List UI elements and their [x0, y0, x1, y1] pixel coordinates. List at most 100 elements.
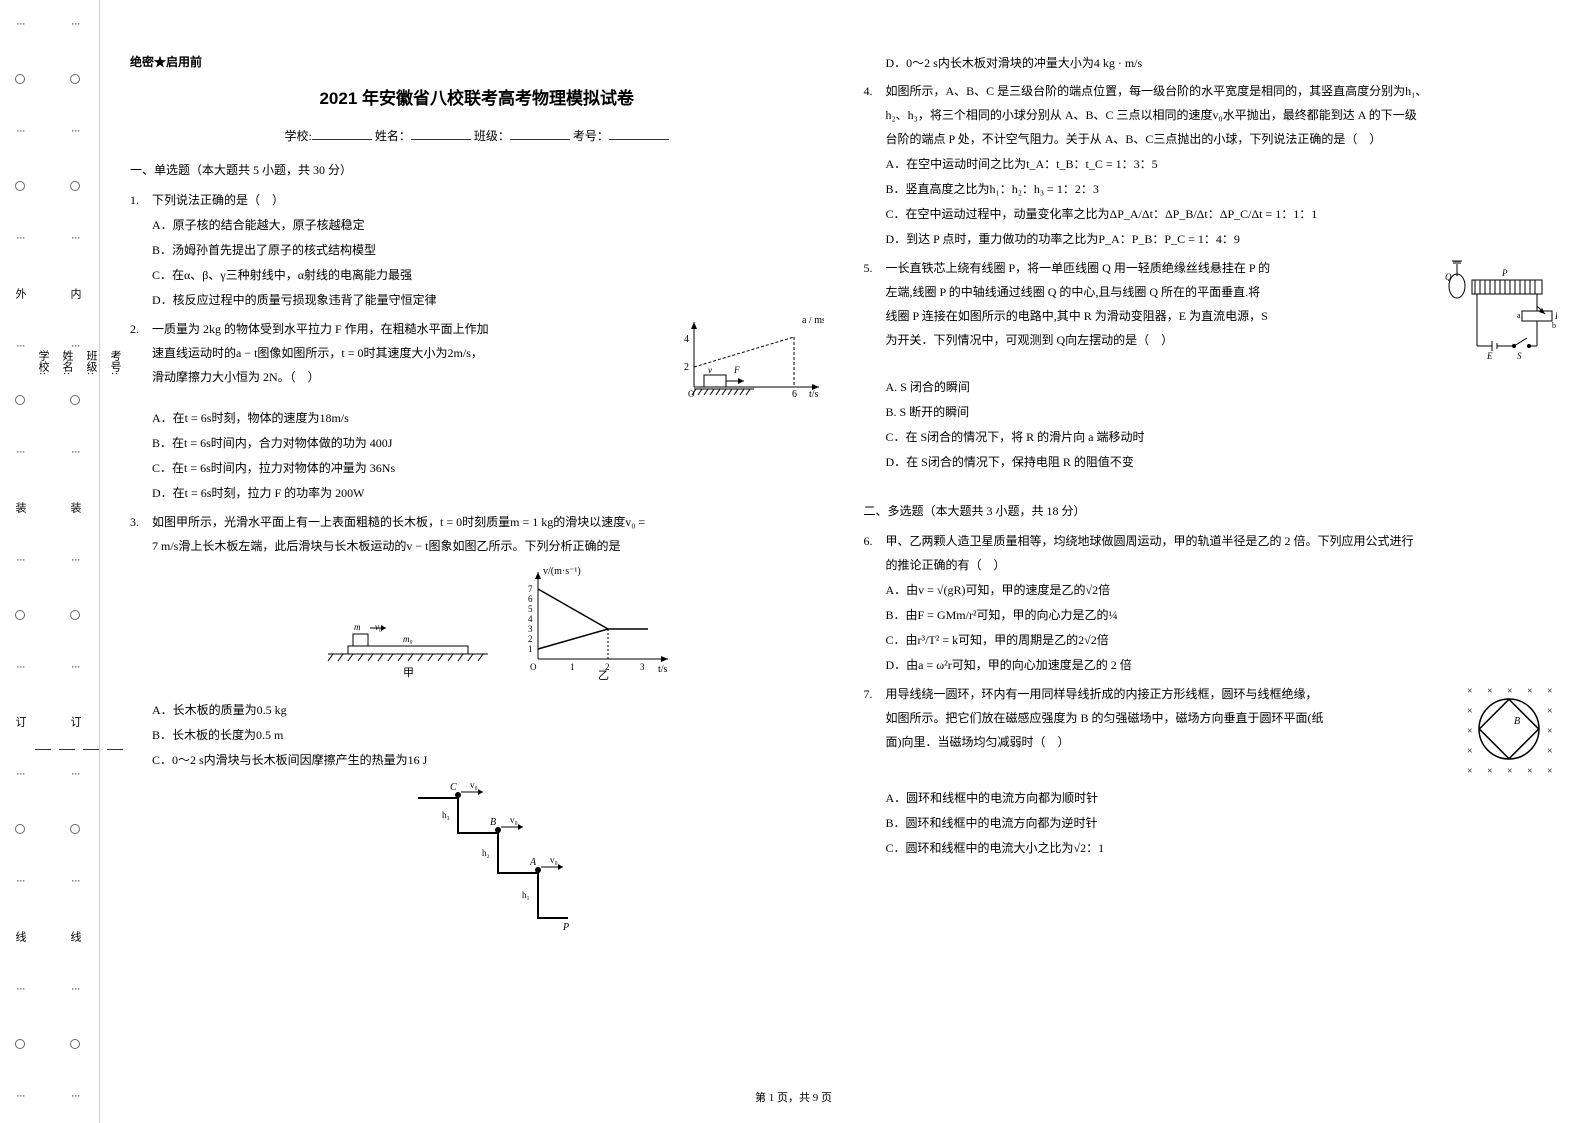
question-1: 1. 下列说法正确的是（ ） A．原子核的结合能越大，原子核越稳定 B．汤姆孙首…: [130, 188, 824, 313]
q3-stem1: 如图甲所示，光滑水平面上有一上表面粗糙的长木板，t = 0时刻质量m = 1 k…: [152, 510, 824, 534]
svg-text:B: B: [490, 817, 496, 828]
q3-opt-b: B．长木板的长度为0.5 m: [152, 723, 824, 747]
svg-text:×: ×: [1467, 686, 1473, 697]
paper-title: 2021 年安徽省八校联考高考物理模拟试卷: [130, 82, 824, 116]
svg-text:×: ×: [1467, 726, 1473, 737]
svg-text:h₁: h₁: [522, 890, 530, 900]
svg-text:v: v: [708, 365, 712, 375]
binding-label-outer-1: 装: [12, 502, 28, 513]
q7-opt-b: B．圆环和线框中的电流方向都为逆时针: [886, 811, 1558, 835]
q4-stem3: 台阶的端点 P 处，不计空气阻力。关于从 A、B、C三点抛出的小球，下列说法正确…: [886, 127, 1558, 151]
svg-text:C: C: [450, 782, 457, 793]
svg-text:3: 3: [640, 662, 645, 672]
q2-opt-d: D．在t = 6s时刻，拉力 F 的功率为 200W: [152, 481, 824, 505]
q5-opt-c: C．在 S闭合的情况下，将 R 的滑片向 a 端移动时: [886, 425, 1558, 449]
q7-opt-a: A．圆环和线框中的电流方向都为顺时针: [886, 786, 1558, 810]
svg-text:h₃: h₃: [442, 810, 450, 820]
svg-text:×: ×: [1467, 746, 1473, 757]
svg-text:×: ×: [1487, 766, 1493, 777]
svg-text:乙: 乙: [598, 669, 609, 682]
q4-inline-figure: C B A P v₀ v₀ v₀ h₃ h₂ h₁: [152, 778, 824, 946]
q2-ylabel: a / ms⁻²: [802, 317, 824, 326]
svg-text:P: P: [1501, 268, 1508, 278]
svg-text:×: ×: [1527, 686, 1533, 697]
svg-text:S: S: [1517, 351, 1522, 361]
svg-text:F: F: [733, 365, 740, 375]
q2-opt-c: C．在t = 6s时间内，拉力对物体的冲量为 36Ns: [152, 456, 824, 480]
svg-text:1: 1: [570, 662, 575, 672]
svg-text:v₀: v₀: [470, 780, 478, 790]
q3-num: 3.: [130, 510, 152, 952]
q7-stem3: 面)向里．当磁场均匀减弱时（ ）: [886, 730, 1558, 754]
svg-text:2: 2: [528, 634, 533, 644]
svg-text:A: A: [529, 857, 537, 868]
svg-text:h₂: h₂: [482, 848, 490, 858]
q6-opt-b: B．由F = GMm/r²可知，甲的向心力是乙的¼: [886, 603, 1558, 627]
column-left: 绝密★启用前 2021 年安徽省八校联考高考物理模拟试卷 学校: 姓名： 班级：…: [130, 50, 824, 1098]
q4-stem2: h₂、h₃，将三个相同的小球分别从 A、B、C 三点以相同的速度v₀水平抛出，最…: [886, 103, 1558, 127]
q3-figures: m v₀ m₀ 甲: [152, 564, 824, 692]
svg-text:×: ×: [1467, 766, 1473, 777]
fill-school-label: 学校:: [285, 129, 312, 143]
binding-inner: ⁝ ⁝ ⁝ 内 ⁝ ⁝ 装 ⁝ ⁝ 订 ⁝ ⁝ 线 ⁝ ⁝: [60, 0, 90, 1123]
q2-num: 2.: [130, 317, 152, 506]
question-7: 7. ××××× ×× ×× ×× ×××××: [864, 682, 1558, 861]
q7-opt-c: C．圆环和线框中的电流大小之比为√2：1: [886, 836, 1558, 860]
binding-label-inner-3: 线: [67, 931, 83, 942]
q4-opt-d: D．到达 P 点时，重力做功的功率之比为P_A：P_B：P_C = 1：4：9: [886, 227, 1558, 251]
q2-figure: a / ms⁻² 2 4 t/s 6 O F v: [674, 317, 824, 405]
svg-text:6: 6: [528, 594, 533, 604]
q7-stem2: 如图所示。把它们放在磁感应强度为 B 的匀强磁场中，磁场方向垂直于圆环平面(纸: [886, 706, 1558, 730]
question-6: 6. 甲、乙两颗人造卫星质量相等，均绕地球做圆周运动，甲的轨道半径是乙的 2 倍…: [864, 529, 1558, 678]
q6-stem2: 的推论正确的有（ ）: [886, 553, 1558, 577]
q5-opt-d: D．在 S闭合的情况下，保持电阻 R 的阻值不变: [886, 450, 1558, 474]
svg-text:×: ×: [1487, 686, 1493, 697]
q6-num: 6.: [864, 529, 886, 678]
svg-text:R: R: [1554, 311, 1557, 321]
q4-opt-a: A．在空中运动时间之比为t_A：t_B：t_C = 1：3：5: [886, 152, 1558, 176]
svg-text:×: ×: [1547, 746, 1553, 757]
svg-text:E: E: [1486, 351, 1493, 361]
svg-text:3: 3: [528, 624, 533, 634]
q7-num: 7.: [864, 682, 886, 861]
svg-text:v/(m·s⁻¹): v/(m·s⁻¹): [543, 566, 581, 577]
q1-opt-b: B．汤姆孙首先提出了原子的核式结构模型: [152, 238, 824, 262]
question-3: 3. 如图甲所示，光滑水平面上有一上表面粗糙的长木板，t = 0时刻质量m = …: [130, 510, 824, 952]
q1-opt-a: A．原子核的结合能越大，原子核越稳定: [152, 213, 824, 237]
page-footer: 第 1 页，共 9 页: [755, 1089, 832, 1105]
svg-text:O: O: [688, 389, 695, 397]
q6-opt-c: C．由r³/T² = k可知，甲的周期是乙的2√2倍: [886, 628, 1558, 652]
q7-figure: ××××× ×× ×× ×× ××××× B: [1462, 682, 1557, 785]
field-school: 学校:: [35, 350, 51, 750]
svg-text:v₀: v₀: [550, 855, 558, 865]
svg-text:b: b: [1552, 321, 1556, 330]
q7-stem1: 用导线绕一圆环，环内有一用同样导线折成的内接正方形线框，圆环与线框绝缘，: [886, 682, 1558, 706]
q1-opt-d: D．核反应过程中的质量亏损现象违背了能量守恒定律: [152, 288, 824, 312]
q6-stem1: 甲、乙两颗人造卫星质量相等，均绕地球做圆周运动，甲的轨道半径是乙的 2 倍。下列…: [886, 529, 1558, 553]
svg-text:B: B: [1514, 716, 1520, 727]
svg-text:O: O: [530, 662, 537, 672]
svg-text:×: ×: [1527, 766, 1533, 777]
svg-text:m₀: m₀: [403, 634, 413, 644]
q5-opt-a: A. S 闭合的瞬间: [886, 375, 1558, 399]
svg-text:×: ×: [1507, 766, 1513, 777]
binding-margin: ⁝ ⁝ ⁝ 外 ⁝ ⁝ 装 ⁝ ⁝ 订 ⁝ ⁝ 线 ⁝ ⁝ 考号: 班级: 姓名…: [0, 0, 100, 1123]
svg-text:×: ×: [1547, 706, 1553, 717]
q5-opt-b: B. S 断开的瞬间: [886, 400, 1558, 424]
field-examno: 考号:: [107, 350, 123, 750]
question-5: 5. Q P: [864, 256, 1558, 475]
svg-text:Q: Q: [1445, 272, 1452, 282]
fill-examno-label: 考号：: [573, 129, 609, 143]
q1-opt-c: C．在α、β、γ三种射线中，α射线的电离能力最强: [152, 263, 824, 287]
svg-text:×: ×: [1547, 766, 1553, 777]
q3-opt-d: D．0～2 s内长木板对滑块的冲量大小为4 kg · m/s: [886, 51, 1558, 75]
q4-opt-b: B．竖直高度之比为h₁：h₂：h₃ = 1：2：3: [886, 177, 1558, 201]
svg-text:t/s: t/s: [809, 389, 819, 397]
svg-text:4: 4: [528, 614, 533, 624]
q2-opt-a: A．在t = 6s时刻，物体的速度为18m/s: [152, 406, 824, 430]
q5-num: 5.: [864, 256, 886, 475]
secret-line: 绝密★启用前: [130, 50, 824, 74]
svg-text:2: 2: [684, 362, 689, 373]
content: 绝密★启用前 2021 年安徽省八校联考高考物理模拟试卷 学校: 姓名： 班级：…: [100, 0, 1587, 1123]
q1-num: 1.: [130, 188, 152, 313]
